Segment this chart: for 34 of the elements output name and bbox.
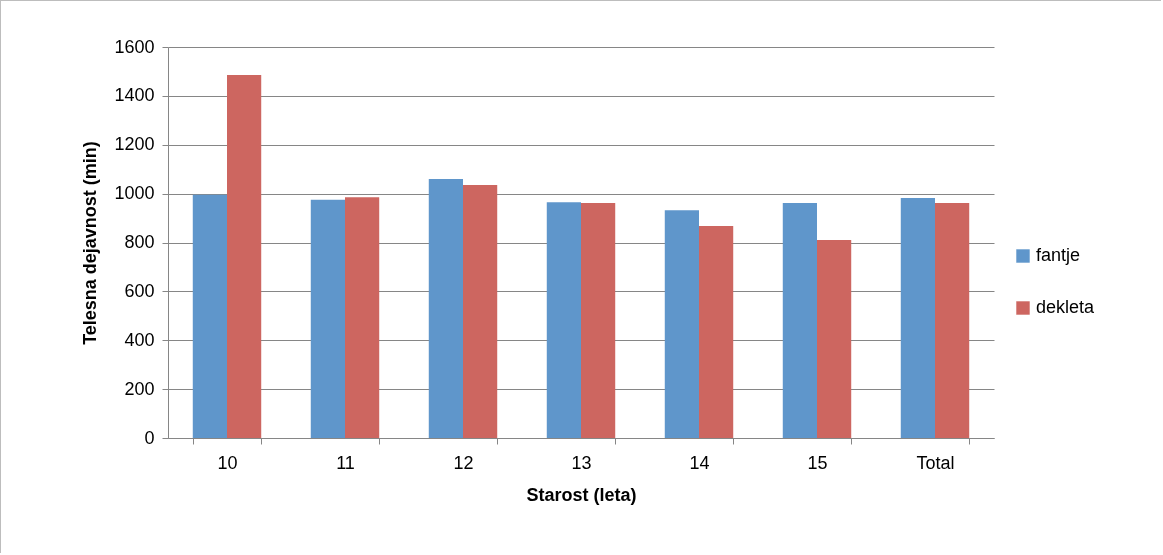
x-tick-label: 14 bbox=[689, 452, 710, 473]
y-tick-label: 1000 bbox=[114, 183, 155, 204]
bar bbox=[817, 240, 852, 438]
legend-label: dekleta bbox=[1036, 297, 1096, 317]
y-tick-label: 600 bbox=[124, 280, 155, 301]
bar bbox=[900, 198, 935, 438]
y-tick-label: 800 bbox=[124, 232, 155, 252]
bar bbox=[227, 75, 262, 438]
y-tick-label: 0 bbox=[144, 427, 155, 448]
bar bbox=[463, 185, 498, 438]
bar bbox=[935, 202, 970, 438]
bar bbox=[345, 197, 380, 438]
y-tick-label: 400 bbox=[124, 329, 155, 350]
bar bbox=[782, 202, 817, 438]
bar bbox=[310, 199, 345, 438]
x-tick-label: Total bbox=[916, 452, 955, 473]
x-tick-label: 12 bbox=[453, 452, 474, 473]
bar bbox=[581, 202, 616, 438]
y-tick-label: 1400 bbox=[114, 85, 155, 106]
y-tick-label: 1600 bbox=[114, 36, 155, 57]
x-tick-label: 10 bbox=[217, 452, 238, 473]
x-tick-label: 11 bbox=[336, 452, 355, 473]
x-tick-label: 13 bbox=[571, 452, 592, 473]
bar bbox=[699, 225, 734, 438]
x-tick-label: 15 bbox=[807, 452, 828, 473]
bar bbox=[546, 202, 581, 438]
y-tick-label: 1200 bbox=[114, 134, 155, 155]
bar bbox=[428, 178, 463, 438]
bar bbox=[664, 210, 699, 438]
bar bbox=[192, 194, 227, 438]
legend-label: fantje bbox=[1036, 245, 1081, 265]
y-axis-title: Telesna dejavnost (min) bbox=[80, 141, 101, 345]
y-tick-label: 200 bbox=[124, 378, 155, 399]
x-axis-title: Starost (leta) bbox=[526, 484, 637, 505]
